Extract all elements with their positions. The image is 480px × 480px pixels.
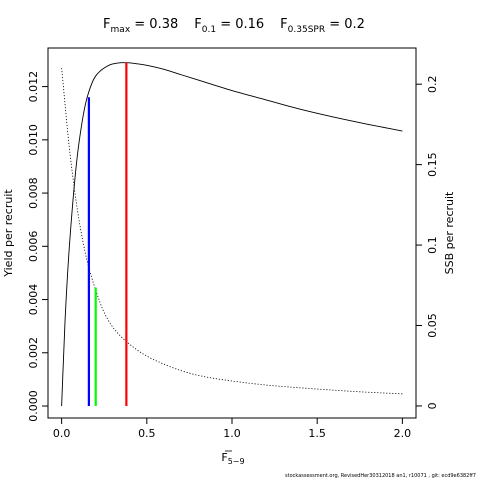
footer-text: stockassessment.org, RevisedHer30312018 … — [285, 473, 476, 479]
title-f01-base: F — [194, 17, 201, 32]
title-fspr-value: = 0.2 — [325, 17, 365, 32]
y-left-tick-label: 0.004 — [27, 284, 40, 316]
title-f01-sub: 0.1 — [202, 25, 216, 35]
y-left-tick-label: 0.006 — [27, 231, 40, 263]
title-fmax-sub: max — [111, 25, 131, 35]
yield-per-recruit-line — [61, 62, 403, 407]
x-axis-label-sub: 5−9 — [228, 457, 245, 466]
y-left-tick-label: 0.000 — [27, 390, 40, 422]
title-fspr-sub: 0.35SPR — [288, 25, 325, 35]
x-axis-label: F5−9 — [221, 451, 244, 466]
chart-title: Fmax = 0.38 F0.1 = 0.16 F0.35SPR = 0.2 — [103, 17, 365, 35]
y-axis-left: 0.000 0.002 0.004 0.006 0.008 0.010 0.012 — [27, 71, 48, 422]
y-right-tick-label: 0.1 — [426, 236, 439, 254]
y-right-tick-label: 0 — [426, 402, 439, 409]
series-layer — [61, 62, 403, 407]
reference-lines — [87, 62, 128, 407]
title-f01-value: = 0.16 — [216, 17, 264, 32]
y-axis-right: 0 0.05 0.1 0.15 0.2 — [416, 75, 439, 409]
y-left-tick-label: 0.010 — [27, 124, 40, 156]
ssb-per-recruit-line — [61, 68, 403, 395]
title-fspr-base: F — [280, 17, 287, 32]
x-tick-label: 0.5 — [138, 427, 156, 440]
y-right-tick-label: 0.2 — [426, 75, 439, 93]
y-left-tick-label: 0.012 — [27, 71, 40, 103]
y-left-tick-label: 0.008 — [27, 177, 40, 209]
x-tick-label: 1.0 — [223, 427, 241, 440]
x-axis: 0.0 0.5 1.0 1.5 2.0 — [53, 418, 411, 440]
y-right-tick-label: 0.15 — [426, 152, 439, 177]
x-axis-label-base: F — [221, 451, 227, 464]
y-axis-left-label: Yield per recruit — [2, 189, 15, 278]
x-tick-label: 1.5 — [308, 427, 326, 440]
title-fmax-base: F — [103, 17, 110, 32]
x-tick-label: 2.0 — [394, 427, 412, 440]
y-right-tick-label: 0.05 — [426, 313, 439, 338]
y-axis-right-label: SSB per recruit — [443, 191, 456, 274]
title-fmax-value: = 0.38 — [130, 17, 178, 32]
y-left-tick-label: 0.002 — [27, 337, 40, 369]
x-tick-label: 0.0 — [53, 427, 71, 440]
